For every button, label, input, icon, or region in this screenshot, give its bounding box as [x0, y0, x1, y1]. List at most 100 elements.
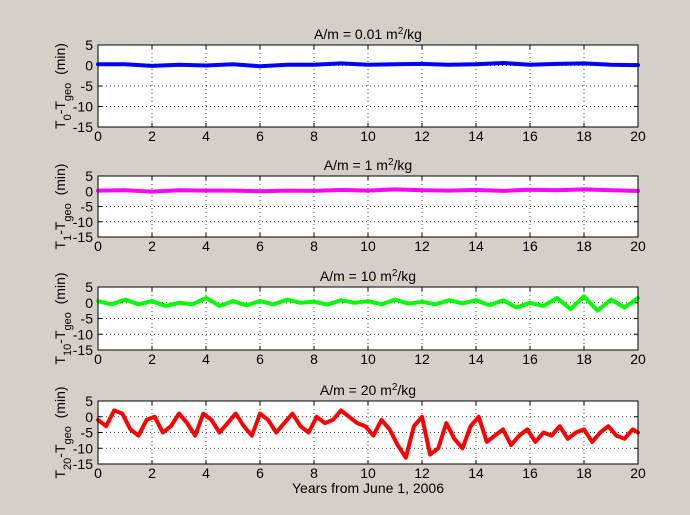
y-tick-label: -10: [73, 440, 93, 456]
y-tick-label: -15: [73, 456, 93, 472]
y-tick-label: 5: [85, 393, 93, 409]
ylabel-mid: -T: [52, 101, 68, 115]
x-tick-label: 4: [202, 238, 210, 254]
title-superscript: 2: [388, 157, 394, 168]
series-line: [96, 294, 640, 313]
x-tick-label: 16: [522, 238, 538, 254]
x-tick-label: 14: [468, 128, 484, 144]
ylabel-subscript: 20: [62, 458, 74, 470]
ylabel-main: T: [52, 240, 68, 249]
title-superscript: 2: [398, 26, 404, 37]
x-tick-label: 18: [576, 128, 592, 144]
y-tick-label: -10: [73, 99, 93, 115]
ylabel-mid: -T: [52, 330, 68, 344]
x-tick-label: 6: [256, 238, 264, 254]
plot-area: [98, 176, 638, 237]
ylabel-unit: (min): [52, 43, 68, 83]
x-tick-label: 0: [94, 128, 102, 144]
title-text: A/m = 10 m: [320, 268, 392, 284]
title-unit: /kg: [397, 268, 416, 284]
x-tick-label: 8: [310, 238, 318, 254]
x-tick-label: 8: [310, 128, 318, 144]
x-tick-label: 20: [630, 351, 646, 367]
ylabel-main: T: [52, 120, 68, 129]
y-tick-label: -15: [73, 119, 93, 135]
y-tick-label: 0: [85, 183, 93, 199]
y-tick-label: -10: [73, 326, 93, 342]
ylabel-mid: -T: [52, 444, 68, 458]
x-tick-label: 12: [414, 128, 430, 144]
ylabel-subscript: 1: [62, 235, 74, 241]
subplot-title: A/m = 1 m2/kg: [324, 157, 412, 174]
ylabel-subscript-geo: geo: [62, 426, 74, 444]
x-tick-label: 6: [256, 128, 264, 144]
y-tick-label: 0: [85, 409, 93, 425]
x-tick-label: 2: [148, 465, 156, 481]
title-text: A/m = 0.01 m: [314, 26, 398, 42]
x-tick-label: 14: [468, 465, 484, 481]
ylabel-main: T: [52, 470, 68, 479]
x-tick-label: 6: [256, 465, 264, 481]
x-tick-label: 4: [202, 128, 210, 144]
y-tick-label: 0: [85, 58, 93, 74]
x-tick-label: 8: [310, 465, 318, 481]
y-tick-label: -10: [73, 214, 93, 230]
y-tick-label: 0: [85, 295, 93, 311]
x-tick-label: 4: [202, 465, 210, 481]
x-tick-label: 2: [148, 128, 156, 144]
ylabel-unit: (min): [52, 272, 68, 312]
x-tick-label: 10: [360, 128, 376, 144]
y-axis-label: T10-Tgeo (min): [52, 272, 74, 364]
title-superscript: 2: [392, 382, 398, 393]
y-tick-label: -5: [81, 199, 94, 215]
x-axis-label: Years from June 1, 2006: [292, 480, 444, 496]
y-tick-label: 5: [85, 279, 93, 295]
y-tick-label: -15: [73, 229, 93, 245]
ylabel-subscript: 10: [62, 344, 74, 356]
title-text: A/m = 1 m: [324, 157, 388, 173]
series-line: [96, 187, 640, 194]
axes-frame: [97, 44, 639, 128]
y-axis-label: T1-Tgeo (min): [52, 164, 74, 250]
x-tick-label: 16: [522, 128, 538, 144]
y-axis-label: T20-Tgeo (min): [52, 386, 74, 478]
x-tick-label: 20: [630, 238, 646, 254]
x-tick-label: 12: [414, 465, 430, 481]
x-tick-label: 10: [360, 465, 376, 481]
ylabel-subscript-geo: geo: [62, 312, 74, 330]
axes-frame: [97, 400, 639, 465]
title-text: A/m = 20 m: [320, 382, 392, 398]
axes-frame: [97, 175, 639, 238]
y-tick-label: -5: [81, 78, 94, 94]
y-axis-label: T0-Tgeo (min): [52, 43, 74, 129]
ylabel-subscript-geo: geo: [62, 203, 74, 221]
x-tick-label: 18: [576, 238, 592, 254]
ylabel-mid: -T: [52, 221, 68, 235]
title-superscript: 2: [392, 268, 398, 279]
x-tick-label: 12: [414, 238, 430, 254]
x-tick-label: 12: [414, 351, 430, 367]
x-tick-label: 16: [522, 351, 538, 367]
y-tick-label: -15: [73, 342, 93, 358]
x-tick-label: 2: [148, 238, 156, 254]
ylabel-subscript: 0: [62, 114, 74, 120]
y-tick-label: 5: [85, 168, 93, 184]
ylabel-unit: (min): [52, 386, 68, 426]
subplot-title: A/m = 10 m2/kg: [320, 268, 416, 285]
y-tick-label: 5: [85, 37, 93, 53]
ylabel-unit: (min): [52, 164, 68, 204]
x-tick-label: 0: [94, 238, 102, 254]
x-tick-label: 2: [148, 351, 156, 367]
axes-frame: [97, 286, 639, 351]
x-tick-label: 10: [360, 238, 376, 254]
x-tick-label: 18: [576, 465, 592, 481]
x-tick-label: 20: [630, 465, 646, 481]
y-tick-label: -5: [81, 311, 94, 327]
x-tick-label: 4: [202, 351, 210, 367]
subplot-title: A/m = 20 m2/kg: [320, 382, 416, 399]
x-tick-label: 0: [94, 465, 102, 481]
